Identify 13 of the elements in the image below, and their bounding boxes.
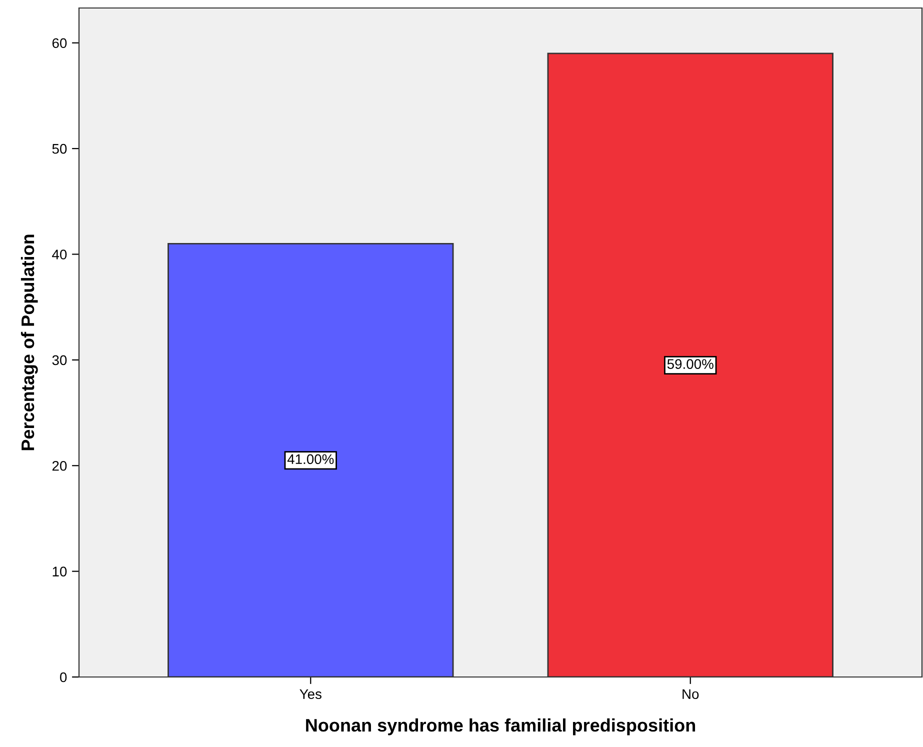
x-tick-label: Yes <box>300 689 322 700</box>
y-tick-label: 60 <box>52 38 67 48</box>
y-tick-label: 10 <box>52 566 67 576</box>
x-axis-title: Noonan syndrome has familial predisposition <box>306 718 696 736</box>
y-tick-label: 0 <box>60 672 67 682</box>
y-tick-label: 30 <box>52 355 67 366</box>
data-label: 41.00% <box>287 454 334 464</box>
x-tick-label: No <box>682 689 699 700</box>
data-label: 59.00% <box>667 359 714 369</box>
y-tick-label: 20 <box>52 460 67 471</box>
y-tick-label: 40 <box>52 250 67 260</box>
y-tick-label: 50 <box>52 144 67 154</box>
y-axis-title: Percentage of Population <box>20 234 38 450</box>
